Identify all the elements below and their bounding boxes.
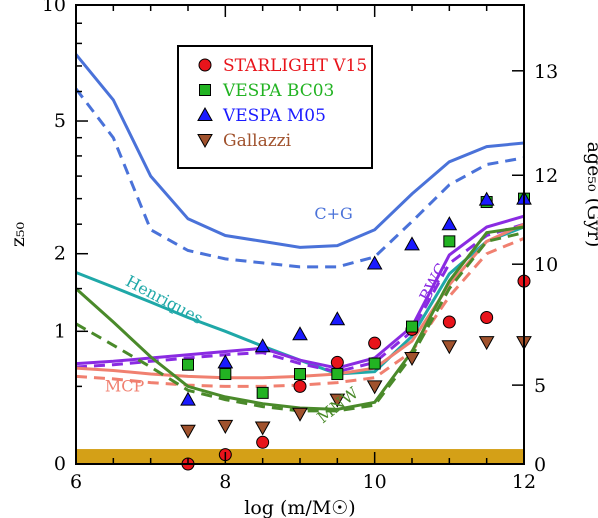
point-starlight-v15 — [368, 336, 382, 350]
x-tick-label: 12 — [512, 471, 536, 493]
point-gallazzi — [478, 336, 495, 351]
legend-marker-starlight-v15 — [198, 58, 212, 72]
right-y-tick-label: 13 — [534, 61, 558, 83]
y-tick-label: 5 — [54, 110, 66, 132]
y-tick-label: 0 — [54, 453, 66, 475]
y-tick-label: 2 — [54, 243, 66, 265]
curve-c-g-solid — [74, 53, 525, 249]
point-vespa-m05 — [478, 191, 495, 206]
point-vespa-m05 — [441, 216, 458, 231]
curve-bwc-dashed — [75, 222, 525, 374]
legend-marker-gallazzi — [197, 134, 213, 149]
legend-label-starlight-v15: STARLIGHT V15 — [223, 56, 367, 76]
point-vespa-m05 — [329, 311, 346, 326]
point-gallazzi — [292, 407, 308, 422]
legend-marker-vespa-bc03 — [199, 84, 211, 96]
point-vespa-m05 — [254, 338, 271, 353]
right-y-axis-label: age₅₀ (Gyr) — [583, 142, 598, 248]
point-vespa-bc03 — [219, 368, 232, 381]
y-tick-label: 10 — [42, 0, 66, 16]
right-y-tick-label: 5 — [534, 375, 546, 397]
point-starlight-v15 — [480, 310, 494, 324]
point-gallazzi — [404, 351, 420, 366]
right-y-tick-label: 12 — [534, 165, 558, 187]
point-vespa-bc03 — [368, 357, 381, 370]
point-vespa-bc03 — [331, 368, 344, 381]
curve-c-g-dashed — [74, 87, 525, 269]
point-gallazzi — [441, 340, 458, 355]
point-gallazzi — [217, 419, 234, 434]
point-gallazzi — [180, 424, 196, 439]
point-starlight-v15 — [442, 315, 456, 329]
right-y-tick-label: 0 — [534, 454, 546, 476]
point-gallazzi — [366, 380, 383, 395]
legend: STARLIGHT V15 VESPA BC03 VESPA M05 Gallazzi — [177, 45, 373, 169]
point-starlight-v15 — [293, 379, 307, 393]
point-vespa-m05 — [217, 354, 234, 369]
point-gallazzi — [329, 393, 346, 408]
legend-label-gallazzi: Gallazzi — [223, 131, 292, 151]
point-vespa-bc03 — [294, 368, 306, 381]
point-vespa-m05 — [404, 236, 420, 251]
x-tick-label: 8 — [219, 471, 231, 493]
legend-label-vespa-bc03: VESPA BC03 — [222, 81, 334, 101]
legend-marker-vespa-m05 — [197, 106, 213, 121]
y-axis-label: z₅₀ — [7, 221, 29, 247]
right-y-tick-label: 10 — [534, 254, 558, 276]
x-tick-label: 6 — [70, 471, 82, 493]
point-vespa-m05 — [366, 255, 383, 270]
curve-label-c-g: C+G — [314, 204, 352, 223]
point-gallazzi — [254, 421, 271, 436]
point-vespa-bc03 — [406, 320, 418, 333]
point-vespa-bc03 — [256, 386, 269, 399]
point-vespa-bc03 — [443, 235, 456, 248]
x-tick-label: 10 — [363, 471, 387, 493]
y-tick-label: 1 — [54, 320, 66, 342]
curve-label-henriques: Henriques — [123, 271, 207, 328]
x-axis-label: log (m/M☉) — [244, 497, 355, 518]
legend-label-vespa-m05: VESPA M05 — [222, 106, 326, 126]
point-starlight-v15 — [330, 355, 344, 369]
point-starlight-v15 — [256, 435, 270, 449]
point-vespa-m05 — [292, 326, 308, 341]
point-vespa-m05 — [180, 391, 196, 406]
point-vespa-bc03 — [182, 358, 194, 371]
curve-label-mcp: MCP — [105, 377, 145, 396]
